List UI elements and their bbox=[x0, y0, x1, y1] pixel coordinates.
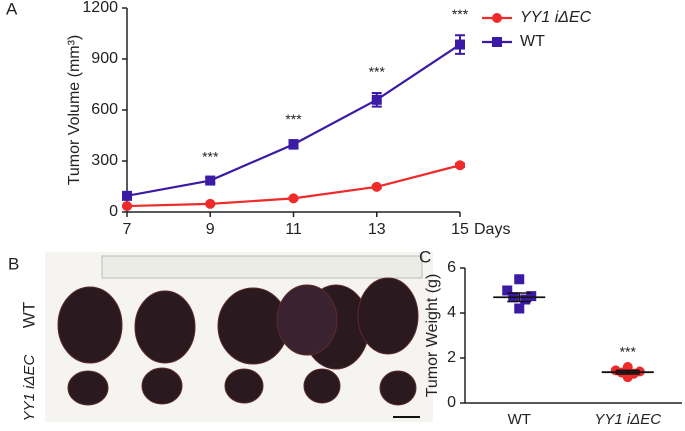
legend-label: WT bbox=[520, 33, 545, 50]
point bbox=[514, 303, 525, 314]
legend-marker bbox=[492, 13, 502, 23]
point bbox=[526, 291, 537, 302]
point bbox=[122, 190, 132, 201]
x-tick-label: 7 bbox=[123, 221, 132, 238]
error-bar bbox=[507, 292, 532, 303]
significance: *** bbox=[202, 149, 219, 165]
x-tick-label: 9 bbox=[206, 221, 215, 238]
y-axis-label: Tumor Weight (g) bbox=[424, 274, 441, 398]
point bbox=[122, 201, 132, 212]
point bbox=[288, 139, 299, 150]
significance: *** bbox=[369, 64, 386, 80]
y-tick-label: 6 bbox=[447, 259, 456, 276]
point bbox=[371, 181, 382, 192]
y-tick-label: 4 bbox=[447, 304, 456, 321]
point bbox=[205, 175, 216, 186]
y-tick-label: 300 bbox=[91, 152, 118, 169]
y-tick-label: 2 bbox=[447, 349, 456, 366]
point bbox=[455, 39, 465, 50]
legend-marker bbox=[492, 37, 502, 47]
point bbox=[288, 193, 299, 204]
row-label: YY1 iΔEC bbox=[21, 354, 38, 421]
x-tick-label: 11 bbox=[285, 221, 302, 238]
x-tick-label: 15 bbox=[451, 221, 469, 238]
point bbox=[514, 274, 525, 285]
point bbox=[502, 285, 513, 296]
panel-label: B bbox=[8, 254, 19, 273]
point bbox=[520, 294, 531, 305]
y-tick-label: 1200 bbox=[82, 0, 118, 16]
legend-label: YY1 iΔEC bbox=[520, 9, 592, 26]
point bbox=[205, 198, 216, 209]
y-tick-label: 0 bbox=[109, 203, 118, 220]
y-tick-label: 0 bbox=[447, 394, 456, 411]
significance: *** bbox=[452, 6, 469, 22]
x-tick-label: YY1 iΔEC bbox=[594, 411, 661, 428]
row-label: WT bbox=[19, 302, 38, 328]
ruler bbox=[101, 255, 423, 279]
significance: *** bbox=[620, 344, 637, 360]
significance: *** bbox=[285, 111, 302, 127]
tumors bbox=[57, 277, 419, 406]
x-tick-label: WT bbox=[508, 411, 531, 428]
x-axis-label: Days bbox=[474, 221, 510, 238]
y-tick-label: 900 bbox=[91, 50, 118, 67]
panel-label: C bbox=[419, 247, 431, 266]
point bbox=[371, 94, 382, 105]
panel-label: A bbox=[6, 0, 18, 18]
x-tick-label: 13 bbox=[368, 221, 386, 238]
photo: B WT YY1 iΔEC bbox=[8, 252, 433, 422]
error-bar bbox=[615, 369, 640, 375]
point bbox=[455, 160, 465, 171]
y-tick-label: 600 bbox=[91, 101, 118, 118]
y-axis-label: Tumor Volume (mm³) bbox=[66, 35, 83, 186]
